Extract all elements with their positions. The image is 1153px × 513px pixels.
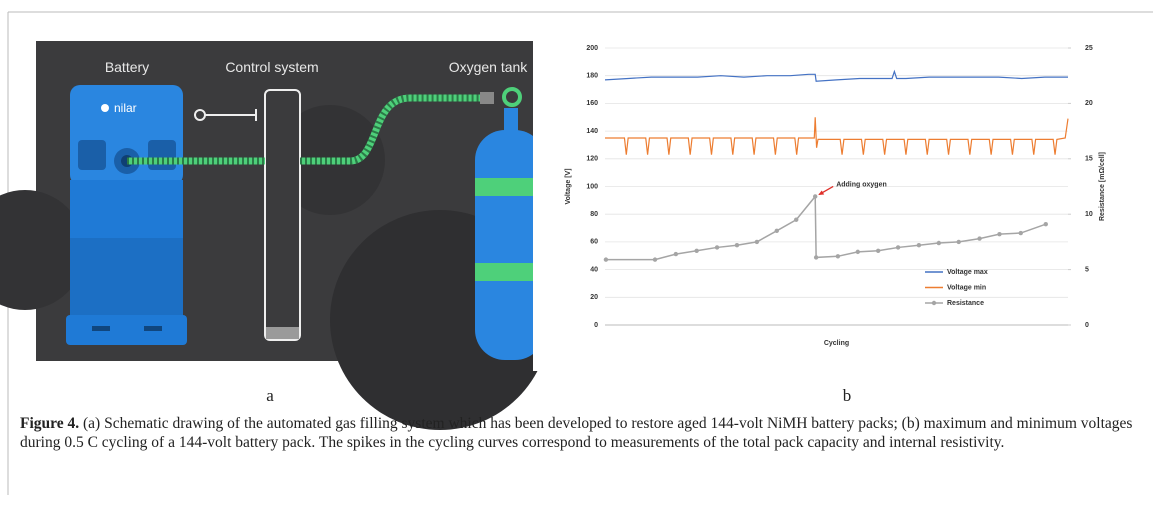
y-tick-label: 40 [590, 266, 598, 273]
point [1019, 231, 1023, 235]
point [836, 254, 840, 258]
page: Figure 4 {"figure": { "panel_a": {"label… [0, 0, 1153, 513]
battery-foot [92, 326, 110, 331]
y2-tick-label: 25 [1085, 45, 1093, 52]
panel-tag: b [843, 386, 852, 405]
point [917, 243, 921, 247]
caption: Figure 4. (a) Schematic drawing of the a… [20, 414, 1135, 452]
point [694, 249, 698, 253]
page-body: nilar Battery Control system Oxygen tank… [0, 0, 1153, 513]
y2-axis-label: Resistance [mΩ/cell] [1099, 152, 1106, 221]
y-tick-label: 160 [586, 100, 598, 107]
control-unit [265, 90, 300, 340]
series-line [606, 196, 1046, 259]
y2-tick-label: 15 [1085, 156, 1093, 163]
caption-label: Figure 4. [20, 415, 79, 432]
point [957, 240, 961, 244]
y2-tick-label: 10 [1085, 211, 1093, 218]
panel-tag: a [266, 386, 274, 405]
y-tick-label: 0 [594, 322, 598, 329]
y-tick-label: 120 [586, 156, 598, 163]
point [856, 250, 860, 254]
point [1044, 222, 1048, 226]
battery-low [70, 238, 183, 318]
point [604, 257, 608, 261]
y2-tick-label: 5 [1085, 266, 1089, 273]
legend-label: Voltage min [947, 284, 986, 291]
panel-label: Control system [225, 59, 318, 75]
chart: 0 20 40 60 80 100 120 140 160 180 200 0 5 10 15 20 25 Cyc… [565, 45, 1106, 347]
y2-tick-label: 20 [1085, 100, 1093, 107]
y-tick-label: 60 [590, 239, 598, 246]
y-tick-label: 20 [590, 294, 598, 301]
point [977, 236, 981, 240]
logo-mark [101, 104, 109, 112]
legend-label: Resistance [947, 300, 984, 307]
battery-mid [70, 180, 183, 240]
series-line [605, 72, 1068, 82]
point [876, 249, 880, 253]
point [775, 229, 779, 233]
point [814, 255, 818, 259]
tank-neck [504, 108, 518, 132]
y-tick-label: 140 [586, 128, 598, 135]
point [755, 240, 759, 244]
tank-band [475, 178, 533, 196]
point [997, 232, 1001, 236]
point [813, 194, 817, 198]
control-level [266, 327, 299, 339]
y-tick-label: 180 [586, 73, 598, 80]
tank-band [475, 263, 533, 281]
clip [533, 41, 573, 371]
y2-tick-label: 0 [1085, 322, 1089, 329]
annotation: Adding oxygen [836, 181, 887, 188]
series-line [605, 117, 1068, 154]
panel-label: Battery [105, 59, 149, 75]
point [715, 245, 719, 249]
logo: nilar [114, 101, 137, 115]
y-axis-label: Voltage [V] [565, 168, 572, 204]
panel-label: Oxygen tank [449, 59, 529, 75]
regulator [480, 92, 494, 104]
battery-foot [144, 326, 162, 331]
caption-text: (a) Schematic drawing of the automated g… [20, 415, 1132, 451]
point [794, 218, 798, 222]
point [674, 252, 678, 256]
point [653, 257, 657, 261]
legend-marker [932, 301, 936, 305]
battery-port [148, 140, 176, 170]
y-tick-label: 100 [586, 183, 598, 190]
y-tick-label: 200 [586, 45, 598, 52]
legend-label: Voltage max [947, 269, 988, 276]
y-tick-label: 80 [590, 211, 598, 218]
battery-base [66, 315, 187, 345]
point [896, 245, 900, 249]
point [937, 241, 941, 245]
point [735, 243, 739, 247]
x-axis-label: Cycling [824, 340, 849, 347]
battery-port [78, 140, 106, 170]
schematic: nilar Battery Control system Oxygen tank [0, 41, 573, 430]
